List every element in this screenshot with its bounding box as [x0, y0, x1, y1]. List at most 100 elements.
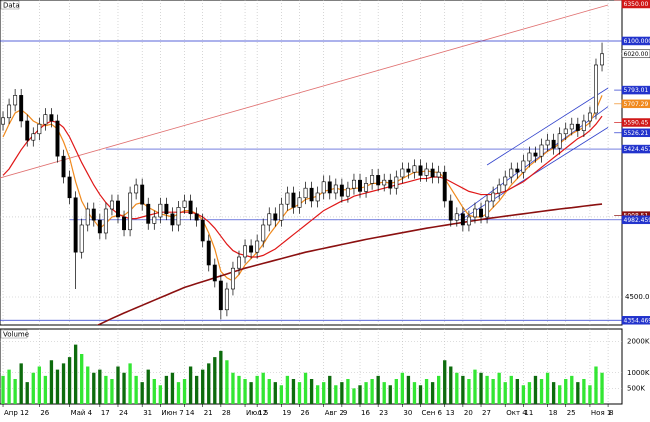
- volume-bar: [73, 344, 78, 404]
- volume-bar: [340, 382, 344, 404]
- volume-bar: [406, 375, 411, 404]
- candle-body: [382, 179, 387, 186]
- candle-body: [200, 219, 205, 242]
- candle-body: [527, 152, 532, 162]
- price-label-box: [621, 128, 650, 138]
- volume-bar: [382, 382, 386, 404]
- candle-body: [424, 168, 429, 176]
- x-tick-label: 28: [222, 409, 231, 417]
- x-tick-label: 30: [403, 409, 412, 417]
- price-label-box: [621, 85, 650, 95]
- volume-bar: [182, 379, 187, 404]
- volume-bar: [521, 385, 526, 404]
- trendline: [486, 87, 609, 166]
- x-tick-label: Апр 12: [4, 409, 29, 417]
- x-tick-label: 18: [549, 409, 558, 417]
- volume-bar: [267, 379, 271, 404]
- candle-body: [545, 139, 550, 146]
- volume-bar: [370, 379, 374, 404]
- price-label-box: [621, 144, 650, 154]
- x-tick-label: Окт 4: [506, 409, 527, 417]
- volume-plot: [0, 329, 622, 404]
- volume-bar: [1, 375, 5, 404]
- volume-bar: [303, 372, 308, 404]
- candle-body: [563, 128, 568, 135]
- volume-bar: [418, 385, 423, 404]
- volume-bar: [364, 382, 368, 404]
- candle-body: [297, 197, 302, 208]
- candle-body: [140, 184, 145, 205]
- candle-body: [164, 203, 169, 215]
- candle-body: [25, 120, 30, 141]
- x-tick-label: 21: [204, 409, 213, 417]
- volume-bar: [352, 388, 356, 404]
- candle-body: [466, 216, 471, 226]
- candle-body: [109, 200, 114, 210]
- candle-body: [218, 280, 223, 311]
- price-plot: [0, 0, 622, 325]
- volume-bar: [261, 372, 265, 404]
- x-tick-label: 25: [567, 409, 576, 417]
- volume-bar: [309, 379, 314, 404]
- candle-body: [448, 200, 453, 221]
- x-tick-label: 12: [258, 409, 267, 417]
- candle-body: [212, 264, 217, 282]
- volume-bar: [430, 382, 435, 404]
- candle-body: [61, 155, 66, 178]
- volume-bar: [412, 382, 417, 404]
- candle-body: [569, 123, 574, 130]
- volume-bar: [249, 382, 253, 404]
- volume-bar: [67, 357, 72, 404]
- volume-bar: [170, 372, 175, 404]
- candle-body: [67, 176, 72, 199]
- volume-bar: [128, 363, 132, 404]
- candle-body: [49, 114, 54, 122]
- candle-body: [509, 168, 514, 178]
- price-label: 5793.01: [624, 87, 649, 94]
- candle-body: [146, 203, 151, 224]
- volume-bar: [86, 366, 90, 404]
- candle-body: [364, 183, 369, 192]
- volume-bar: [19, 363, 23, 404]
- volume-bar: [201, 369, 205, 404]
- volume-bar: [564, 379, 568, 404]
- x-tick-label: Авг 2: [325, 409, 344, 417]
- chart-title: Data: [3, 2, 20, 10]
- candle-body: [594, 64, 598, 114]
- candle-body: [479, 208, 483, 218]
- candle-body: [122, 216, 127, 231]
- volume-bar: [297, 382, 302, 404]
- candle-body: [152, 216, 157, 224]
- volume-bar: [104, 375, 108, 404]
- price-label: 6020.00: [624, 51, 649, 58]
- volume-bar: [515, 379, 519, 404]
- x-tick-label: 20: [464, 409, 473, 417]
- price-label-box: [621, 99, 650, 109]
- x-tick-label: Сен 6: [422, 409, 443, 417]
- candle-body: [473, 208, 477, 218]
- price-label-box: [621, 0, 650, 9]
- volume-bar: [551, 382, 556, 404]
- volume-bar: [388, 385, 392, 404]
- volume-bar: [188, 366, 193, 404]
- volume-bar: [13, 379, 17, 404]
- volume-bar: [152, 379, 156, 404]
- volume-bar: [55, 369, 60, 404]
- candle-body: [539, 144, 544, 157]
- volume-bar: [146, 369, 150, 404]
- candle-body: [460, 213, 465, 226]
- volume-bar: [449, 366, 453, 404]
- volume-bar: [527, 382, 532, 404]
- candle-body: [116, 200, 120, 218]
- candle-body: [170, 213, 175, 226]
- price-label: 6350.00: [624, 1, 649, 8]
- volume-bar: [164, 375, 169, 404]
- candle-body: [309, 187, 314, 202]
- volume-bar: [80, 354, 84, 404]
- candle-body: [279, 203, 284, 221]
- candle-body: [134, 184, 139, 194]
- volume-bar: [279, 385, 284, 404]
- candle-body: [358, 179, 362, 192]
- x-tick-label: 26: [40, 409, 49, 417]
- x-tick-label: 11: [524, 409, 533, 417]
